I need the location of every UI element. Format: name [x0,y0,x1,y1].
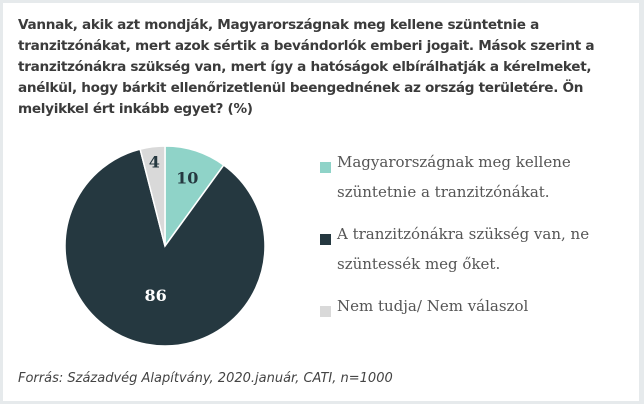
legend-swatch [320,162,331,173]
pie-slice-1 [64,148,266,347]
data-label-1: 86 [144,286,166,305]
legend-swatch [320,306,331,317]
pie-chart: 10 86 4 [64,145,266,347]
legend-item-0: Magyarországnak meg kellene szüntetnie a… [320,147,607,207]
legend-label: Nem tudja/ Nem válaszol [337,297,529,315]
pie-slice-2 [139,145,166,247]
chart-title: Vannak, akik azt mondják, Magyarországna… [18,17,595,117]
legend-item-2: Nem tudja/ Nem válaszol [320,291,607,321]
data-label-2: 4 [149,153,160,172]
data-label-0: 10 [176,169,198,188]
legend-swatch [320,234,331,245]
legend-item-1: A tranzitzónákra szükség van, ne szüntes… [320,219,607,279]
source-note: Forrás: Századvég Alapítvány, 2020.januá… [18,371,393,386]
legend-label: A tranzitzónákra szükség van, ne szüntes… [337,225,590,273]
legend-label: Magyarországnak meg kellene szüntetnie a… [337,153,571,201]
chart-card: Vannak, akik azt mondják, Magyarországna… [3,3,639,401]
legend: Magyarországnak meg kellene szüntetnie a… [320,147,607,333]
